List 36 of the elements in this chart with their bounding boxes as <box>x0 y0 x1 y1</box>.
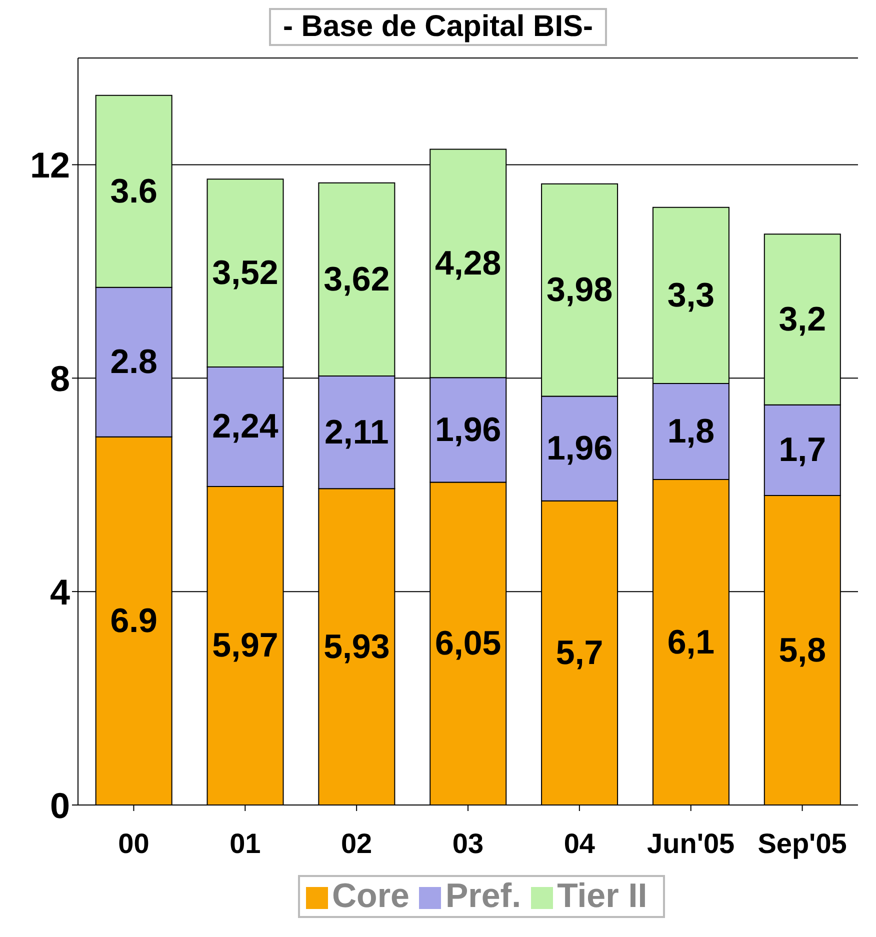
data-label: 3,98 <box>546 271 613 310</box>
legend-label: Pref. <box>445 877 522 915</box>
data-label: 4,28 <box>435 244 502 282</box>
data-label: 3,2 <box>778 300 826 338</box>
data-label: 1,8 <box>667 412 715 450</box>
data-label: 6,05 <box>435 624 502 663</box>
y-tick-label: 8 <box>50 358 70 399</box>
chart-title: - Base de Capital BIS- <box>268 8 608 46</box>
x-tick-label: Jun'05 <box>647 828 735 859</box>
data-label: 5,7 <box>556 634 604 672</box>
data-label: 2.8 <box>110 343 158 382</box>
x-tick-label: 03 <box>452 828 484 859</box>
data-label: 2,24 <box>212 408 278 446</box>
x-tick-label: Sep'05 <box>758 828 847 859</box>
legend-label: Core <box>332 877 410 915</box>
data-label: 5,97 <box>212 626 278 665</box>
data-label: 3,3 <box>667 276 715 314</box>
data-label: 2,11 <box>324 413 389 452</box>
x-tick-label: 04 <box>564 828 596 859</box>
data-label: 5,93 <box>324 628 390 666</box>
y-tick-label: 12 <box>30 144 70 186</box>
data-label: 3.6 <box>110 172 158 210</box>
legend-label: Tier II <box>557 877 648 915</box>
data-label: 6,1 <box>667 623 715 662</box>
data-label: 1,96 <box>435 410 502 449</box>
data-label: 6.9 <box>110 602 158 640</box>
data-label: 5,8 <box>778 631 826 670</box>
x-tick-label: 02 <box>340 828 372 859</box>
x-tick-label: 00 <box>118 828 150 859</box>
x-tick-label: 01 <box>230 828 261 859</box>
y-tick-label: 4 <box>50 571 70 612</box>
data-label: 3,52 <box>212 254 278 292</box>
y-tick-label: 0 <box>50 784 70 826</box>
data-label: 1,96 <box>546 430 613 468</box>
data-label: 3,62 <box>324 260 390 298</box>
data-label: 1,7 <box>778 431 826 470</box>
